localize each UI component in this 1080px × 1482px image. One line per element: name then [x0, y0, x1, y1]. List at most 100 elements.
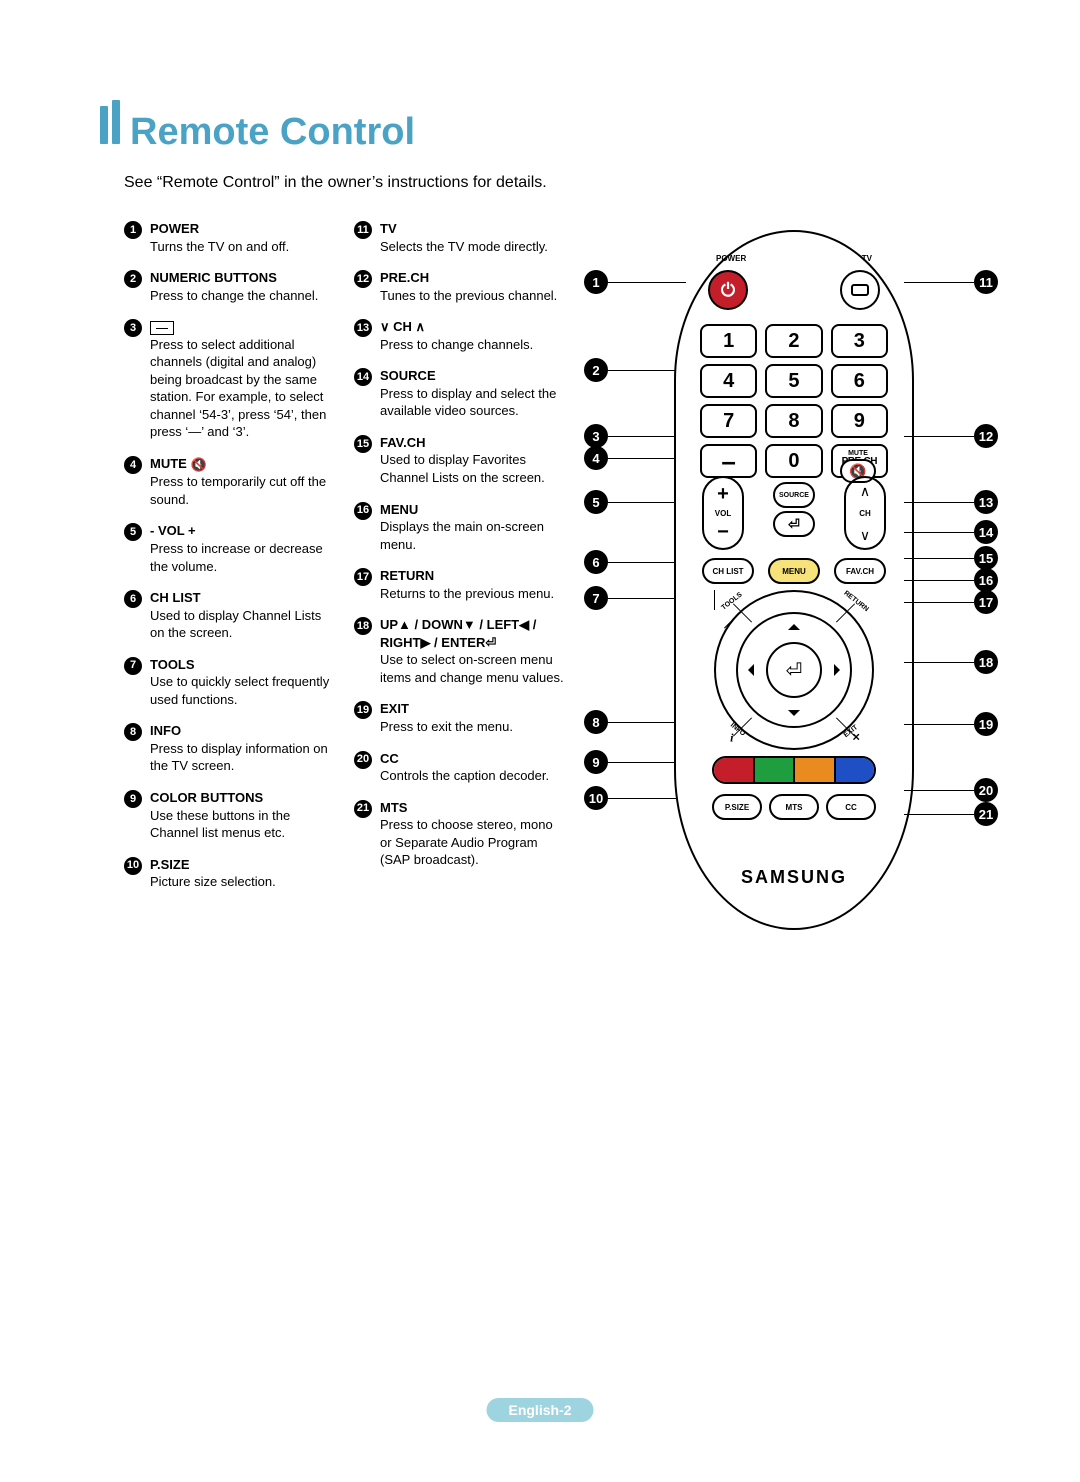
legend-desc: Press to exit the menu. [380, 718, 513, 736]
menu-button[interactable]: MENU [768, 558, 820, 584]
legend-item: 2NUMERIC BUTTONSPress to change the chan… [124, 269, 336, 304]
legend-desc: Used to display Channel Lists on the scr… [150, 607, 336, 642]
color-button[interactable] [714, 758, 755, 782]
ch-down-icon: ∨ [860, 528, 870, 542]
num-button-2[interactable]: 2 [765, 324, 822, 358]
legend-bullet: 21 [354, 800, 372, 818]
legend-bullet: 5 [124, 523, 142, 541]
callout: 20 [904, 778, 998, 802]
enter-button[interactable]: ⏎ [766, 642, 822, 698]
num-button-0[interactable]: 0 [765, 444, 822, 478]
callout-number: 19 [974, 712, 998, 736]
legend-desc: Returns to the previous menu. [380, 585, 554, 603]
callout-number: 5 [584, 490, 608, 514]
legend-desc: Press to change channels. [380, 336, 533, 354]
legend-label: MUTE [150, 456, 190, 471]
legend-bullet: 19 [354, 701, 372, 719]
legend-bullet: 14 [354, 368, 372, 386]
color-button[interactable] [795, 758, 836, 782]
vol-down-icon: − [717, 522, 729, 542]
callout: 13 [904, 490, 998, 514]
legend-bullet: 20 [354, 751, 372, 769]
source-enter-button[interactable]: ⏎ [773, 511, 815, 537]
volume-rocker[interactable]: + VOL − [702, 476, 744, 550]
legend-bullet: 7 [124, 657, 142, 675]
legend-item: 3 Press to select additional channels (d… [124, 318, 336, 441]
psize-button[interactable]: P.SIZE [712, 794, 762, 820]
legend-item: 10P.SIZEPicture size selection. [124, 856, 336, 891]
nav-up-button[interactable] [788, 618, 800, 630]
callout-number: 12 [974, 424, 998, 448]
legend-bullet: 3 [124, 319, 142, 337]
num-button-9[interactable]: 9 [831, 404, 888, 438]
cc-button[interactable]: CC [826, 794, 876, 820]
callout-number: 20 [974, 778, 998, 802]
tv-button[interactable] [840, 270, 880, 310]
nav-right-button[interactable] [834, 664, 846, 676]
callout: 6 [584, 550, 686, 574]
legend-label: ∨ CH ∧ [380, 319, 425, 334]
callout: 18 [904, 650, 998, 674]
legend-item: 6CH LISTUsed to display Channel Lists on… [124, 589, 336, 642]
legend-item: 11TVSelects the TV mode directly. [354, 220, 566, 255]
callout-number: 18 [974, 650, 998, 674]
callout-number: 8 [584, 710, 608, 734]
num-button-3[interactable]: 3 [831, 324, 888, 358]
dash-button[interactable]: – [700, 444, 757, 478]
num-button-1[interactable]: 1 [700, 324, 757, 358]
chlist-button[interactable]: CH LIST [702, 558, 754, 584]
legend-bullet: 15 [354, 435, 372, 453]
callout-number: 21 [974, 802, 998, 826]
num-button-4[interactable]: 4 [700, 364, 757, 398]
favch-button[interactable]: FAV.CH [834, 558, 886, 584]
legend-label: FAV.CH [380, 435, 426, 450]
ch-label: CH [859, 509, 871, 518]
brand-logo: SAMSUNG [676, 867, 912, 888]
channel-rocker[interactable]: ∧ CH ∨ [844, 476, 886, 550]
legend-label: TV [380, 221, 397, 236]
callout: 16 [904, 568, 998, 592]
color-button[interactable] [755, 758, 796, 782]
callout-number: 13 [974, 490, 998, 514]
callout-number: 9 [584, 750, 608, 774]
legend-item: 15FAV.CHUsed to display Favorites Channe… [354, 434, 566, 487]
mute-icon: 🔇 [190, 456, 206, 474]
legend-label: COLOR BUTTONS [150, 790, 263, 805]
remote-outline: POWER TV ⏻ 123456789–0PRE-CH MUTE 🔇 + VO… [674, 230, 914, 930]
heading: Remote Control [100, 100, 1000, 154]
num-button-8[interactable]: 8 [765, 404, 822, 438]
callout: 4 [584, 446, 686, 470]
nav-left-button[interactable] [742, 664, 754, 676]
vol-up-icon: + [717, 484, 729, 504]
legend-item: 19 EXIT Press to exit the menu. [354, 700, 566, 735]
legend-column-left: 1POWERTurns the TV on and off.2NUMERIC B… [124, 220, 354, 1040]
callout: 1 [584, 270, 686, 294]
power-button[interactable]: ⏻ [708, 270, 748, 310]
nav-down-button[interactable] [788, 710, 800, 722]
num-button-7[interactable]: 7 [700, 404, 757, 438]
color-button[interactable] [836, 758, 875, 782]
callout: 9 [584, 750, 686, 774]
callout-number: 4 [584, 446, 608, 470]
legend-label: PRE.CH [380, 270, 429, 285]
vol-label: VOL [715, 509, 731, 518]
legend-label: UP▲ / DOWN▼ / LEFT◀ / RIGHT▶ / ENTER⏎ [380, 617, 536, 650]
dash-icon [150, 321, 174, 335]
mts-button[interactable]: MTS [769, 794, 819, 820]
legend-desc: Controls the caption decoder. [380, 767, 549, 785]
legend-bullet: 18 [354, 617, 372, 635]
legend-desc: Press to display information on the TV s… [150, 740, 336, 775]
num-button-5[interactable]: 5 [765, 364, 822, 398]
legend-label: EXIT [380, 701, 409, 716]
legend-item: 17RETURNReturns to the previous menu. [354, 567, 566, 602]
page-footer-badge: English-2 [486, 1398, 593, 1422]
source-button[interactable]: SOURCE [773, 482, 815, 508]
num-button-6[interactable]: 6 [831, 364, 888, 398]
callout-number: 6 [584, 550, 608, 574]
page-title: Remote Control [130, 111, 415, 154]
legend-desc: Selects the TV mode directly. [380, 238, 548, 256]
legend-desc: Turns the TV on and off. [150, 238, 289, 256]
legend-bullet: 13 [354, 319, 372, 337]
color-buttons-row [712, 756, 876, 784]
callout-number: 1 [584, 270, 608, 294]
